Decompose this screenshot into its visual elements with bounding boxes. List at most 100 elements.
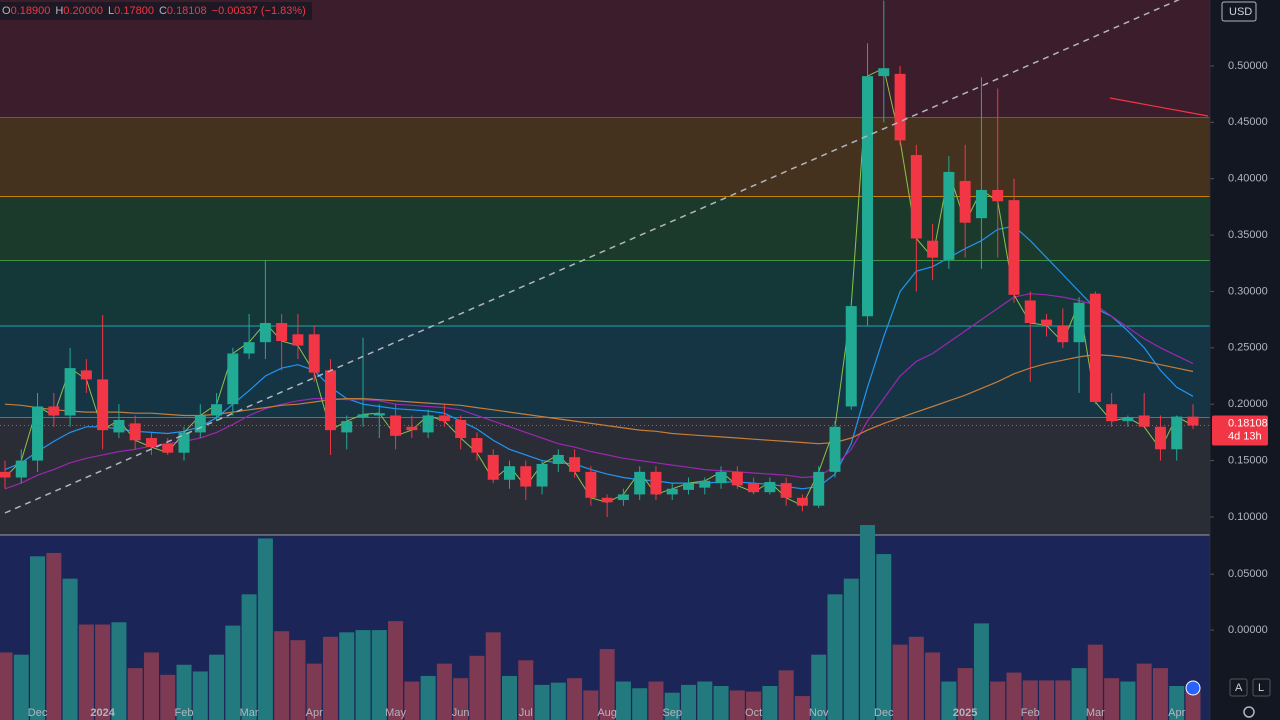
volume-bar [729,690,745,720]
plot [0,0,1210,720]
x-tick-label: Dec [874,707,894,719]
candle-body [1024,300,1036,324]
candle-body [48,406,60,416]
volume-bar [746,691,762,720]
ohlc-legend: O 0.18900 H 0.20000 L 0.17800 C 0.18108 −0.00337… [2,5,306,17]
x-tick-label: Apr [1168,707,1185,719]
y-tick-label: 0.50000 [1228,60,1268,72]
x-tick-label: Dec [28,707,48,719]
drawing-line [1109,97,1209,117]
candle-body [1154,426,1166,450]
settings-icon[interactable] [1243,706,1255,718]
volume-bar [501,675,517,720]
candle-body [927,240,939,258]
volume-bar [209,654,225,720]
volume-bar [46,552,62,720]
x-tick-label: Nov [809,707,829,719]
candle-body [373,413,385,416]
volume-bar [567,678,583,720]
last-price-box [1212,415,1268,446]
x-tick-label: Feb [1021,707,1040,719]
candle-body [97,379,109,431]
auto-button[interactable] [1229,678,1248,697]
y-tick-label: 0.45000 [1228,116,1268,128]
volume-bar [1104,678,1120,720]
volume-bar [225,625,241,720]
volume-bar [794,696,810,720]
candle-body [601,497,613,503]
currency-button[interactable] [1221,1,1257,22]
currency[interactable]: USD [1229,6,1252,18]
x-tick-label: Feb [175,707,194,719]
candle-body [699,480,711,488]
x-tick-label: 2024 [90,707,115,719]
candle-body [796,497,808,506]
volume-bar [827,594,843,720]
candle-body [308,334,320,373]
volume-bar [941,681,957,720]
candle-body [194,415,206,433]
candle-body [292,334,304,346]
candle-body [569,457,581,472]
candle-body [1008,200,1020,295]
volume-bar [127,668,143,720]
auto-label[interactable]: A [1235,682,1243,694]
candle-body [1041,319,1053,326]
x-tick-label: 2025 [953,707,977,719]
volume-bar [453,678,469,720]
y-tick-label: 0.35000 [1228,229,1268,241]
x-tick-label: Oct [745,707,762,719]
volume-bar [697,681,713,720]
volume-bar [339,632,355,720]
volume-bar [30,556,46,720]
candle-body [129,423,141,441]
candle-body [959,180,971,223]
volume-bar [1136,663,1152,720]
volume-bar [599,649,615,720]
candle-body [15,460,27,478]
candle-body [1089,293,1101,402]
volume-bar [274,631,290,720]
candle-body [617,494,629,501]
candle-body [455,419,467,439]
x-tick-label: Apr [306,707,323,719]
volume-bar [648,681,664,720]
volume-bar [957,668,973,720]
volume-bar [1120,681,1136,720]
volume-bar [632,688,648,720]
candle-body [487,454,499,480]
volume-bar [241,594,257,720]
log-button[interactable] [1252,678,1271,697]
volume-bar [436,663,452,720]
legend-key: O [2,5,11,17]
candle-body [1187,416,1199,426]
volume-bar [518,660,534,720]
countdown-label: 4d 13h [1228,430,1262,442]
x-tick-label: Jul [519,707,533,719]
volume-bar [371,630,387,720]
x-tick-label: Aug [597,707,617,719]
candle-body [650,471,662,495]
legend-value: 0.17800 [114,5,154,17]
volume-tick-label: 0.05000 [1228,568,1268,580]
candle-body [243,342,255,354]
fib-zone [0,117,1210,197]
volume-bar [973,623,989,720]
volume-bar [908,636,924,720]
candle-body [324,370,336,431]
volume-bar [1071,668,1087,720]
volume-bar [615,681,631,720]
candle-body [992,189,1004,202]
log-label[interactable]: L [1258,682,1264,694]
fib-zone [0,326,1210,418]
candle-body [438,415,450,422]
candle-body [1106,404,1118,422]
candle-body [178,432,190,453]
candle-body [943,171,955,260]
candle-body [666,488,678,495]
x-tick-label: Sep [662,707,682,719]
candle-body [1057,325,1069,343]
volume-bar [469,655,485,720]
volume-bar [78,624,94,720]
